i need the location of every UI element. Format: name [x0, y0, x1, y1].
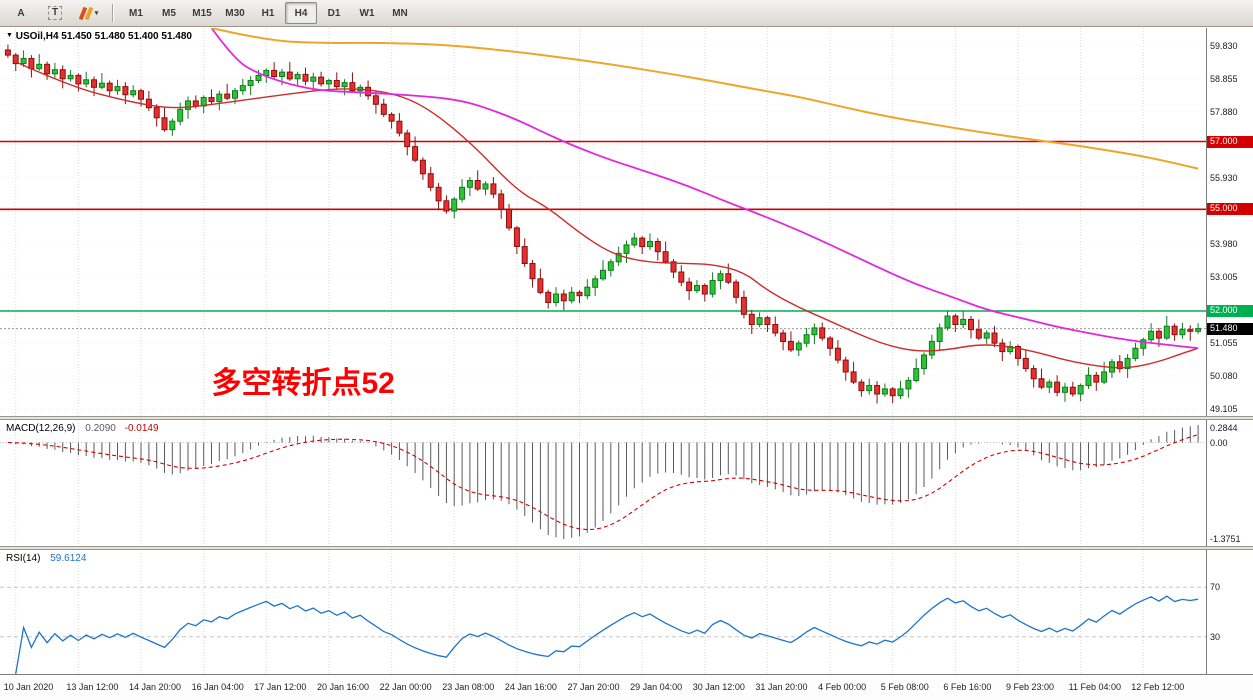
timeframe-button-mn[interactable]: MN	[392, 7, 408, 19]
price-tick: 50.080	[1210, 371, 1238, 381]
time-label: 20 Jan 16:00	[316, 682, 369, 692]
panel-splitter[interactable]	[0, 546, 1253, 550]
timeframe-button-w1[interactable]: W1	[359, 7, 375, 19]
ma-mid-magenta	[210, 28, 1199, 350]
ma-slow-orange	[211, 28, 1199, 170]
time-label: 29 Jan 04:00	[630, 682, 683, 692]
price-tick: 58.855	[1210, 73, 1238, 84]
rsi-axis[interactable]: 70 30	[1206, 550, 1253, 674]
rsi-header: RSI(14) 59.6124	[6, 553, 86, 564]
macd-axis-label: 0.2844	[1210, 423, 1238, 433]
colors-button[interactable]: ▾	[73, 2, 105, 24]
macd-signal-line	[7, 434, 1199, 531]
time-label: 10 Jan 2020	[3, 682, 54, 692]
time-label: 6 Feb 16:00	[943, 682, 992, 692]
price-tick: 55.930	[1210, 172, 1238, 183]
time-label: 23 Jan 08:00	[442, 682, 495, 692]
time-label: 30 Jan 12:00	[692, 682, 745, 692]
symbol-marker-icon: ▼	[6, 32, 13, 39]
time-label: 11 Feb 04:00	[1068, 682, 1121, 692]
text-tool-label: T	[47, 6, 63, 20]
time-label: 13 Jan 12:00	[66, 682, 119, 692]
price-tick: 49.105	[1210, 404, 1238, 415]
time-label: 17 Jan 12:00	[254, 682, 307, 692]
rsi-panel: RSI(14) 59.6124 70 30	[0, 550, 1253, 674]
time-label: 12 Feb 12:00	[1131, 682, 1185, 692]
time-label: 14 Jan 20:00	[129, 682, 182, 692]
timeframe-button-m5[interactable]: M5	[162, 7, 176, 19]
time-label: 24 Jan 16:00	[504, 682, 557, 692]
rsi-level-label: 70	[1210, 582, 1221, 593]
main-chart-plot[interactable]: ▼ USOil,H4 51.450 51.480 51.400 51.480 多…	[0, 28, 1206, 416]
macd-name: MACD(12,26,9)	[6, 423, 76, 434]
macd-axis-label: -1.3751	[1210, 534, 1241, 544]
hline-price-label: 57.000	[1207, 135, 1253, 148]
time-label: 22 Jan 00:00	[379, 682, 432, 692]
macd-panel: MACD(12,26,9) 0.2090 -0.0149 0.2844 0.00 -…	[0, 420, 1253, 546]
macd-plot[interactable]: MACD(12,26,9) 0.2090 -0.0149	[0, 420, 1206, 546]
hline-price-label: 55.000	[1207, 203, 1253, 216]
timeframe-button-m15[interactable]: M15	[192, 7, 212, 19]
candlestick-series	[4, 44, 1202, 404]
main-chart-panel: ▼ USOil,H4 51.450 51.480 51.400 51.480 多…	[0, 28, 1253, 416]
ma-fast-red	[15, 61, 1199, 369]
time-label: 31 Jan 20:00	[755, 682, 808, 692]
macd-axis-label: 0.00	[1210, 437, 1228, 448]
price-tick: 57.880	[1210, 106, 1238, 117]
time-label: 16 Jan 04:00	[191, 682, 244, 692]
macd-histogram	[15, 425, 1199, 539]
time-axis[interactable]: 10 Jan 2020 13 Jan 12:00 14 Jan 20:00 16 Ja…	[0, 674, 1253, 700]
chart-header-text: USOil,H4 51.450 51.480 51.400 51.480	[15, 31, 192, 42]
time-label: 9 Feb 23:00	[1005, 682, 1055, 692]
rsi-value: 59.6124	[50, 553, 87, 564]
time-label: 4 Feb 00:00	[818, 682, 867, 692]
horizontal-lines	[0, 140, 1206, 312]
price-tick: 51.055	[1210, 337, 1238, 348]
rsi-line	[15, 595, 1199, 674]
macd-main-value: 0.2090	[85, 423, 116, 434]
timeframe-button-d1[interactable]: D1	[327, 7, 341, 19]
price-tick: 53.980	[1210, 238, 1238, 249]
toolbar: A T ▾ M1 M5 M15 M30 H1 H4 D1 W1 MN	[0, 0, 1253, 27]
toolbar-separator	[112, 4, 113, 22]
hline-price-label: 52.000	[1207, 304, 1253, 317]
rsi-plot[interactable]: RSI(14) 59.6124	[0, 550, 1206, 674]
current-price-label: 51.480	[1207, 322, 1253, 335]
cursor-tool-button[interactable]: A	[17, 7, 25, 19]
rsi-level-label: 30	[1210, 631, 1221, 642]
price-axis[interactable]: 59.83058.85557.88056.90555.93054.95553.9…	[1206, 28, 1253, 416]
macd-axis[interactable]: 0.2844 0.00 -1.3751	[1206, 420, 1253, 546]
time-label: 27 Jan 20:00	[567, 682, 620, 692]
text-tool-button[interactable]: T	[39, 2, 71, 24]
rsi-name: RSI(14)	[6, 553, 41, 564]
rsi-canvas[interactable]	[0, 550, 1206, 674]
timeframe-button-group: M1 M5 M15 M30 H1 H4 D1 W1 MN	[120, 2, 416, 24]
timeframe-button-m1[interactable]: M1	[129, 7, 143, 19]
main-chart-canvas[interactable]	[0, 28, 1206, 416]
timeframe-button-m30[interactable]: M30	[225, 7, 245, 19]
macd-canvas[interactable]	[0, 420, 1206, 546]
price-tick: 59.830	[1210, 40, 1238, 51]
timeframe-button-h4[interactable]: H4	[285, 2, 317, 24]
time-label: 5 Feb 08:00	[880, 682, 929, 692]
timeframe-button-h1[interactable]: H1	[261, 7, 275, 19]
chart-header: ▼ USOil,H4 51.450 51.480 51.400 51.480	[6, 31, 192, 42]
panel-splitter[interactable]	[0, 416, 1253, 420]
macd-header: MACD(12,26,9) 0.2090 -0.0149	[6, 423, 159, 434]
text-annotation[interactable]: 多空转折点52	[211, 366, 395, 400]
dropdown-arrow-icon: ▾	[94, 10, 99, 17]
macd-signal-value: -0.0149	[124, 423, 159, 434]
price-tick: 53.005	[1210, 271, 1238, 282]
